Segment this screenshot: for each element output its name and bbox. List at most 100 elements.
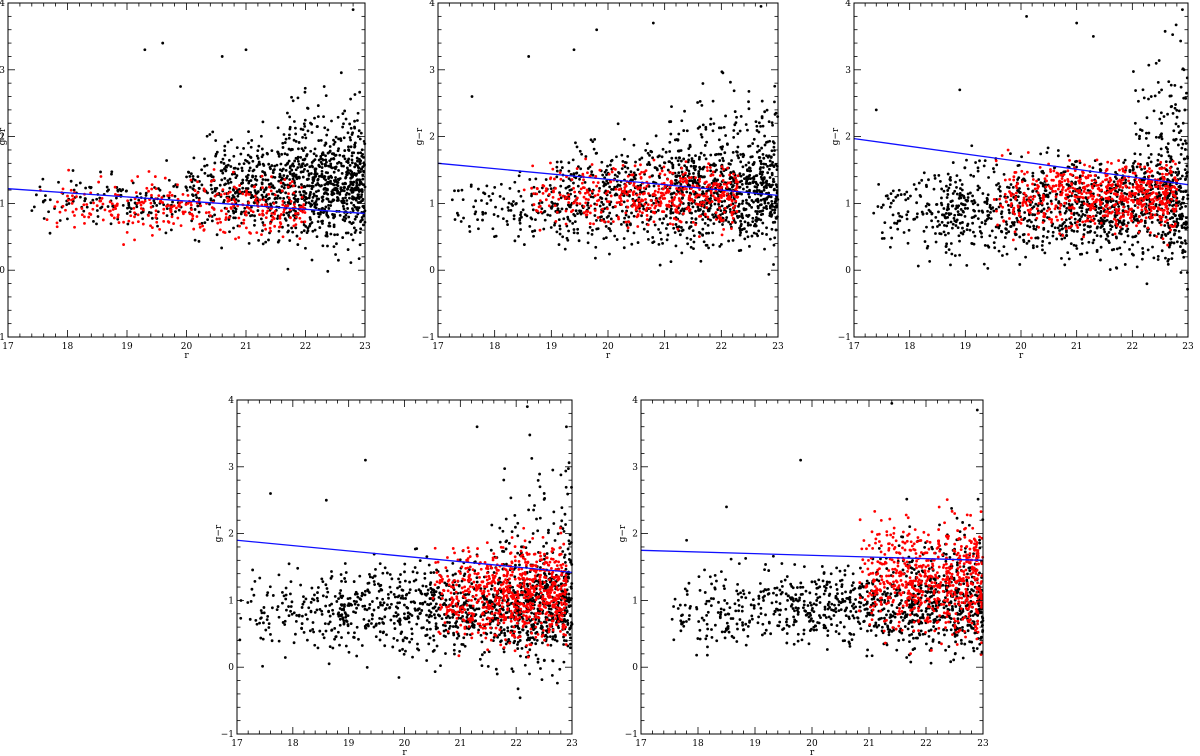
red-point bbox=[56, 200, 59, 204]
black-point bbox=[327, 203, 330, 207]
black-point bbox=[260, 155, 264, 159]
red-point bbox=[555, 210, 559, 214]
black-point bbox=[626, 229, 630, 233]
black-point bbox=[773, 205, 777, 209]
black-point bbox=[1185, 91, 1188, 95]
red-point bbox=[711, 194, 715, 198]
black-point bbox=[739, 219, 743, 223]
black-point bbox=[492, 213, 496, 216]
red-point bbox=[552, 190, 555, 194]
red-point bbox=[678, 198, 682, 202]
red-point bbox=[645, 214, 649, 217]
red-point bbox=[612, 166, 615, 170]
black-point bbox=[657, 154, 661, 158]
black-point bbox=[517, 234, 520, 238]
black-point bbox=[303, 124, 307, 128]
red-point bbox=[189, 203, 193, 207]
black-point bbox=[721, 156, 725, 160]
black-point bbox=[748, 181, 752, 185]
black-point bbox=[598, 204, 602, 208]
red-point bbox=[269, 229, 273, 233]
black-point bbox=[1104, 219, 1107, 223]
black-point bbox=[766, 171, 770, 175]
black-point bbox=[48, 231, 52, 235]
black-point bbox=[1060, 224, 1064, 228]
black-point bbox=[715, 168, 718, 172]
red-point bbox=[283, 178, 287, 182]
black-point bbox=[1107, 231, 1111, 234]
black-point bbox=[747, 161, 751, 165]
black-point bbox=[568, 188, 572, 192]
red-point bbox=[209, 180, 213, 183]
red-point bbox=[238, 224, 241, 228]
black-point bbox=[576, 227, 580, 231]
red-point bbox=[718, 199, 722, 203]
red-point bbox=[567, 193, 571, 197]
black-point bbox=[328, 224, 332, 228]
black-point bbox=[731, 151, 735, 154]
black-point bbox=[1089, 229, 1092, 233]
red-point bbox=[534, 209, 538, 212]
black-point bbox=[353, 165, 357, 169]
black-point bbox=[632, 231, 636, 235]
black-point bbox=[706, 209, 710, 213]
black-point bbox=[685, 236, 689, 240]
red-point bbox=[45, 218, 49, 222]
black-point bbox=[342, 136, 346, 140]
black-point bbox=[678, 156, 682, 160]
black-point bbox=[350, 151, 354, 155]
red-point bbox=[589, 204, 593, 208]
black-point bbox=[353, 173, 356, 176]
red-point bbox=[639, 176, 643, 180]
black-point bbox=[768, 237, 772, 241]
red-point bbox=[663, 185, 667, 189]
red-point bbox=[586, 190, 589, 194]
black-point bbox=[141, 217, 145, 221]
black-point bbox=[214, 154, 218, 158]
black-point bbox=[546, 213, 550, 217]
black-point bbox=[680, 251, 684, 255]
red-point bbox=[176, 216, 180, 220]
black-point bbox=[227, 181, 230, 185]
red-point bbox=[588, 211, 592, 215]
red-point bbox=[116, 215, 120, 219]
black-point bbox=[1143, 175, 1147, 179]
red-point bbox=[72, 197, 75, 201]
black-point bbox=[956, 226, 960, 230]
black-point bbox=[555, 175, 559, 179]
black-point bbox=[1056, 149, 1060, 152]
black-point bbox=[702, 240, 706, 244]
black-point bbox=[752, 231, 756, 235]
black-point bbox=[680, 197, 684, 200]
black-point bbox=[474, 199, 478, 203]
black-point bbox=[584, 155, 588, 158]
black-point bbox=[560, 166, 564, 169]
red-point bbox=[722, 167, 725, 171]
black-point bbox=[229, 180, 233, 184]
black-point bbox=[741, 187, 745, 191]
red-point bbox=[133, 238, 136, 242]
black-point bbox=[1022, 233, 1026, 236]
black-point bbox=[647, 185, 651, 188]
red-point bbox=[532, 203, 536, 206]
black-point bbox=[955, 205, 959, 209]
x-axis-label: r bbox=[184, 351, 189, 361]
black-point bbox=[324, 234, 328, 238]
red-point bbox=[715, 197, 719, 201]
black-point bbox=[1051, 234, 1055, 238]
black-point bbox=[276, 240, 280, 244]
black-point bbox=[1156, 218, 1160, 222]
black-point bbox=[335, 242, 338, 246]
black-point bbox=[719, 145, 723, 149]
black-point bbox=[701, 82, 705, 85]
black-point bbox=[489, 198, 493, 202]
black-point bbox=[1086, 224, 1090, 228]
black-point bbox=[1145, 131, 1148, 135]
black-point bbox=[711, 99, 715, 103]
black-point bbox=[1131, 243, 1134, 247]
red-point bbox=[711, 170, 715, 174]
black-point bbox=[925, 212, 929, 215]
red-point bbox=[249, 209, 253, 212]
red-point bbox=[720, 233, 724, 237]
red-point bbox=[631, 193, 635, 197]
